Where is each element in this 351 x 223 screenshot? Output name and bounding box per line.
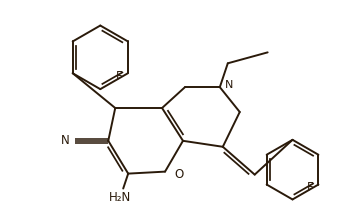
Text: N: N bbox=[225, 80, 233, 90]
Text: F: F bbox=[116, 70, 123, 83]
Text: O: O bbox=[174, 168, 183, 181]
Text: N: N bbox=[61, 134, 69, 147]
Text: F: F bbox=[307, 181, 313, 194]
Text: H₂N: H₂N bbox=[109, 191, 131, 204]
